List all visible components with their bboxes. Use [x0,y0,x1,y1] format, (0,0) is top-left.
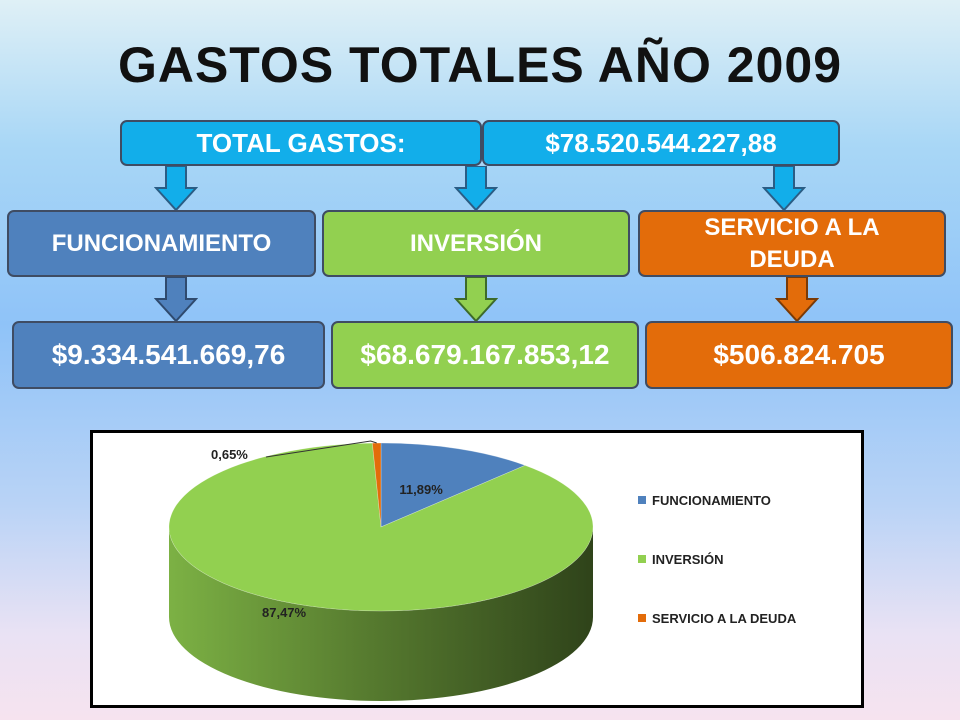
category-box-servicio-deuda: SERVICIO A LA DEUDA [638,210,946,277]
legend-item: FUNCIONAMIENTO [638,492,796,508]
legend-label: FUNCIONAMIENTO [652,492,771,508]
arrow-down-icon [454,277,498,323]
pie-side-1 [169,527,593,701]
pie-label-0: 11,89% [399,482,443,497]
arrow-down-icon [454,166,498,212]
pie-slice-funcionamiento [380,442,526,528]
value-box-inversion: $68.679.167.853,12 [331,321,639,389]
legend-swatch [638,555,646,563]
total-gastos-label: TOTAL GASTOS: [196,127,406,158]
value-funcionamiento: $9.334.541.669,76 [51,339,286,370]
value-box-funcionamiento: $9.334.541.669,76 [12,321,325,389]
value-servicio-deuda: $506.824.705 [713,339,885,370]
chart-legend: FUNCIONAMIENTO INVERSIÓN SERVICIO A LA DEU… [638,493,796,670]
arrow-down-icon [762,166,806,212]
value-inversion: $68.679.167.853,12 [360,339,610,370]
legend-label: SERVICIO A LA DEUDA [652,610,797,626]
legend-item: SERVICIO A LA DEUDA [638,610,797,626]
pie-chart: 11,89% 87,47% 0,65% FUNCIONAMIENTO INVERSIÓ… [90,430,864,708]
total-gastos-value: $78.520.544.227,88 [545,127,777,158]
total-gastos-label-box: TOTAL GASTOS: [120,120,482,166]
pie-chart-svg: 11,89% 87,47% 0,65% [168,440,594,701]
arrow-down-icon [154,277,198,323]
pie-slice-inversión [168,442,594,612]
legend-item: INVERSIÓN [638,551,796,567]
pie-label-2: 0,65% [211,447,248,462]
legend-swatch [638,496,646,504]
category-box-inversion: INVERSIÓN [322,210,630,277]
legend-label: INVERSIÓN [652,551,724,567]
pie-leader-line [265,440,377,458]
pie-label-1: 87,47% [262,605,307,620]
category-box-funcionamiento: FUNCIONAMIENTO [7,210,316,277]
arrow-down-icon [775,277,819,323]
arrow-down-icon [154,166,198,212]
total-gastos-value-box: $78.520.544.227,88 [482,120,840,166]
value-box-servicio-deuda: $506.824.705 [645,321,953,389]
category-name-inversion: INVERSIÓN [409,229,543,257]
legend-swatch [638,614,646,622]
category-name-funcionamiento: FUNCIONAMIENTO [51,229,272,257]
slide-title: GASTOS TOTALES AÑO 2009 [117,37,843,93]
category-name-servicio-deuda: SERVICIO A LA DEUDA [704,214,880,273]
